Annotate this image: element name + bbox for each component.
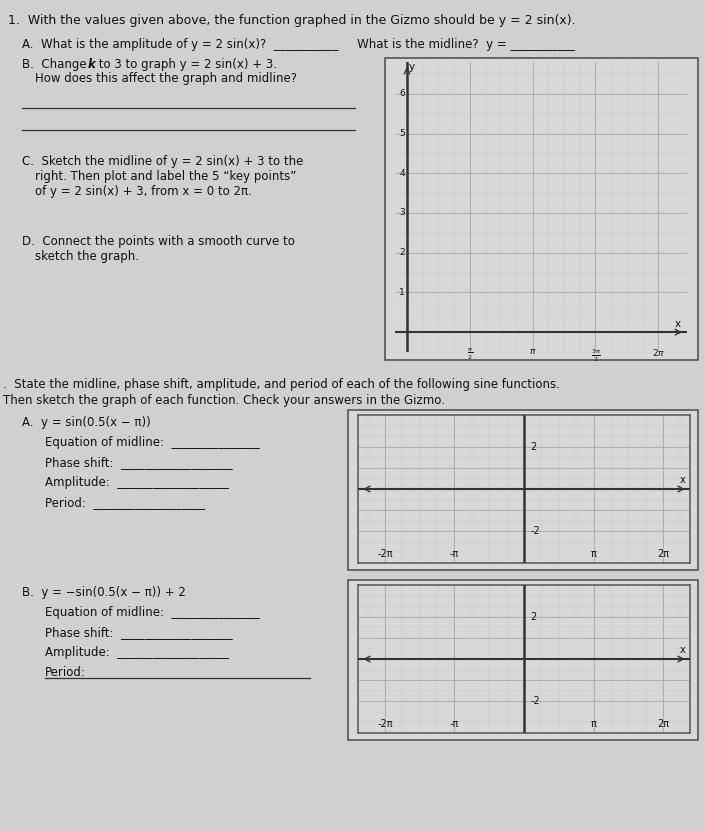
Text: Phase shift:  ___________________: Phase shift: ___________________ (45, 456, 233, 469)
Text: 2: 2 (531, 612, 537, 622)
Text: C.  Sketch the midline of y = 2 sin(x) + 3 to the: C. Sketch the midline of y = 2 sin(x) + … (22, 155, 303, 168)
Text: Equation of midline:  _______________: Equation of midline: _______________ (45, 436, 259, 449)
Text: $\frac{\pi}{2}$: $\frac{\pi}{2}$ (467, 347, 473, 362)
Text: $2\pi$: $2\pi$ (651, 347, 665, 358)
Text: 2π: 2π (657, 720, 669, 730)
Text: 6: 6 (399, 89, 405, 98)
Text: 4: 4 (399, 169, 405, 178)
Text: π: π (591, 720, 596, 730)
Text: Amplitude:  ___________________: Amplitude: ___________________ (45, 646, 229, 659)
Text: B.  Change: B. Change (22, 58, 90, 71)
Text: Period:: Period: (45, 666, 86, 679)
Text: y: y (409, 62, 415, 72)
Text: -2π: -2π (377, 720, 393, 730)
Text: x: x (680, 475, 685, 484)
Text: 1.  With the values given above, the function graphed in the Gizmo should be y =: 1. With the values given above, the func… (8, 14, 575, 27)
Text: How does this affect the graph and midline?: How does this affect the graph and midli… (35, 72, 297, 85)
Text: Phase shift:  ___________________: Phase shift: ___________________ (45, 626, 233, 639)
Text: to 3 to graph y = 2 sin(x) + 3.: to 3 to graph y = 2 sin(x) + 3. (95, 58, 277, 71)
Text: -2: -2 (531, 696, 541, 706)
Text: of y = 2 sin(x) + 3, from x = 0 to 2π.: of y = 2 sin(x) + 3, from x = 0 to 2π. (35, 185, 252, 198)
Text: -π: -π (450, 720, 459, 730)
Text: -2π: -2π (377, 549, 393, 559)
Text: $\pi$: $\pi$ (529, 347, 537, 356)
Text: 2: 2 (399, 248, 405, 257)
Text: D.  Connect the points with a smooth curve to: D. Connect the points with a smooth curv… (22, 235, 295, 248)
Text: Period:  ___________________: Period: ___________________ (45, 496, 205, 509)
Text: 1: 1 (399, 288, 405, 297)
Text: -2: -2 (531, 526, 541, 536)
Text: 2: 2 (531, 442, 537, 452)
Text: Equation of midline:  _______________: Equation of midline: _______________ (45, 606, 259, 619)
Text: 2π: 2π (657, 549, 669, 559)
Text: .  State the midline, phase shift, amplitude, and period of each of the followin: . State the midline, phase shift, amplit… (3, 378, 560, 391)
Text: 5: 5 (399, 129, 405, 138)
Bar (348, 580, 698, 740)
Bar (348, 410, 698, 570)
Text: right. Then plot and label the 5 “key points”: right. Then plot and label the 5 “key po… (35, 170, 296, 183)
Text: x: x (675, 319, 681, 329)
Text: A.  What is the amplitude of y = 2 sin(x)?  ___________     What is the midline?: A. What is the amplitude of y = 2 sin(x)… (22, 38, 575, 51)
Text: x: x (680, 645, 685, 655)
Text: -π: -π (450, 549, 459, 559)
Text: k: k (88, 58, 96, 71)
Text: Then sketch the graph of each function. Check your answers in the Gizmo.: Then sketch the graph of each function. … (3, 394, 445, 407)
Bar (385, 58, 698, 360)
Text: $\frac{3\pi}{2}$: $\frac{3\pi}{2}$ (591, 347, 601, 364)
Text: B.  y = −sin(0.5(x − π)) + 2: B. y = −sin(0.5(x − π)) + 2 (22, 586, 186, 599)
Text: Amplitude:  ___________________: Amplitude: ___________________ (45, 476, 229, 489)
Text: A.  y = sin(0.5(x − π)): A. y = sin(0.5(x − π)) (22, 416, 151, 429)
Text: 3: 3 (399, 209, 405, 218)
Text: π: π (591, 549, 596, 559)
Text: sketch the graph.: sketch the graph. (35, 250, 139, 263)
